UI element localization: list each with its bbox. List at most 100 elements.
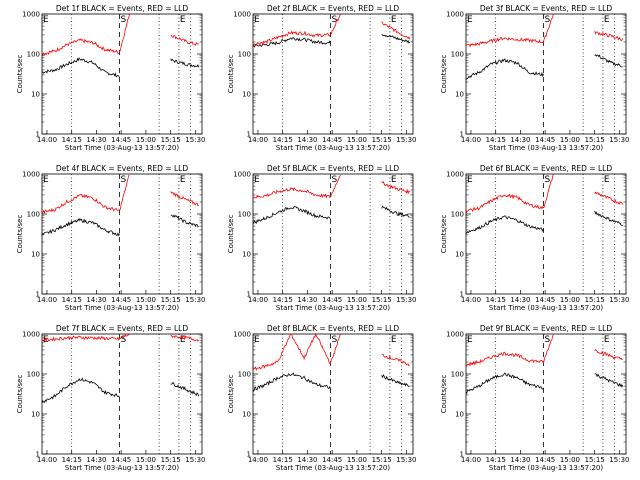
y-tick-label: 10: [31, 411, 40, 419]
y-tick-label: 1000: [22, 331, 40, 339]
x-tick-label: 15:30: [396, 136, 416, 144]
axis-frame: [41, 13, 203, 135]
series-lld-line: [252, 175, 411, 199]
marker-label-e: E: [604, 175, 610, 185]
x-tick-label: 14:30: [86, 296, 106, 304]
y-tick-label: 10: [31, 91, 40, 99]
x-tick-label: 14:45: [322, 456, 342, 464]
x-tick-label: 14:30: [297, 456, 317, 464]
series-events-line: [252, 34, 410, 48]
x-tick-label: 14:45: [535, 456, 555, 464]
x-axis-label: Start Time (03-Aug-13 13:57:20): [65, 464, 179, 472]
x-tick-label: 15:00: [136, 296, 156, 304]
x-tick-label: 14:30: [86, 456, 106, 464]
marker-label-e: E: [254, 15, 260, 25]
y-tick-label: 1000: [446, 331, 464, 339]
panel-title: Det 2f BLACK = Events, RED = LLD: [267, 4, 400, 13]
x-tick-label: 14:15: [273, 296, 293, 304]
y-axis-label: Counts/sec: [440, 215, 448, 254]
y-tick-label: 1: [460, 131, 464, 139]
y-tick-label: 1: [247, 291, 251, 299]
series-lld-line: [41, 14, 199, 56]
marker-label-e: E: [180, 175, 186, 185]
marker-label-s: S: [332, 335, 338, 345]
panel-title: Det 4f BLACK = Events, RED = LLD: [56, 164, 189, 173]
x-tick-label: 15:15: [585, 136, 605, 144]
marker-label-e: E: [43, 175, 49, 185]
x-axis-label: Start Time (03-Aug-13 13:57:20): [489, 304, 603, 312]
marker-label-s: S: [332, 175, 338, 185]
x-tick-label: 14:00: [461, 456, 481, 464]
marker-label-e: E: [254, 175, 260, 185]
y-axis-label: Counts/sec: [227, 55, 235, 94]
panel-det-6: Det 6f BLACK = Events, RED = LLD 1 10 100 10…: [440, 164, 629, 312]
x-tick-label: 15:30: [396, 456, 416, 464]
y-tick-label: 1: [36, 131, 40, 139]
marker-label-s: S: [121, 335, 127, 345]
y-tick-label: 10: [455, 411, 464, 419]
marker-label-e: E: [180, 15, 186, 25]
x-tick-label: 14:45: [111, 296, 131, 304]
y-tick-label: 1: [247, 131, 251, 139]
x-tick-label: 15:00: [347, 136, 367, 144]
axis-frame: [465, 13, 627, 135]
x-axis-label: Start Time (03-Aug-13 13:57:20): [489, 464, 603, 472]
x-tick-label: 15:30: [396, 296, 416, 304]
marker-label-s: S: [121, 15, 127, 25]
y-axis-label: Counts/sec: [227, 215, 235, 254]
x-tick-label: 14:45: [535, 296, 555, 304]
series-events-line: [465, 210, 623, 234]
y-tick-label: 100: [27, 371, 40, 379]
x-tick-label: 14:15: [62, 296, 82, 304]
y-tick-label: 100: [451, 371, 464, 379]
series-events-line: [252, 205, 410, 225]
panel-det-1: Det 1f BLACK = Events, RED = LLD 1 10 100 10…: [16, 4, 205, 152]
panel-det-9: Det 9f BLACK = Events, RED = LLD 1 10 100 10…: [440, 324, 629, 472]
axis-frame: [465, 173, 627, 295]
series-events-line: [465, 372, 624, 394]
x-tick-label: 15:15: [372, 456, 392, 464]
x-axis-label: Start Time (03-Aug-13 13:57:20): [276, 304, 390, 312]
y-tick-label: 10: [242, 411, 251, 419]
y-tick-label: 1000: [233, 171, 251, 179]
x-tick-label: 14:30: [297, 296, 317, 304]
panel-title: Det 1f BLACK = Events, RED = LLD: [56, 4, 189, 13]
x-tick-label: 15:00: [136, 136, 156, 144]
series-lld-line: [41, 333, 200, 343]
y-axis-label: Counts/sec: [440, 375, 448, 414]
x-tick-label: 15:00: [560, 136, 580, 144]
x-axis-label: Start Time (03-Aug-13 13:57:20): [65, 304, 179, 312]
x-axis-label: Start Time (03-Aug-13 13:57:20): [276, 144, 390, 152]
x-tick-label: 14:45: [111, 136, 131, 144]
series-lld-line: [465, 13, 624, 48]
series-events-line: [41, 214, 199, 237]
x-tick-label: 14:15: [486, 136, 506, 144]
x-tick-label: 14:15: [486, 296, 506, 304]
x-tick-label: 14:00: [461, 296, 481, 304]
x-tick-label: 14:30: [297, 136, 317, 144]
y-tick-label: 10: [455, 251, 464, 259]
y-tick-label: 1000: [446, 11, 464, 19]
y-tick-label: 1: [460, 291, 464, 299]
marker-label-e: E: [467, 335, 473, 345]
marker-label-e: E: [254, 335, 260, 345]
y-tick-label: 10: [31, 251, 40, 259]
x-tick-label: 15:30: [185, 296, 205, 304]
x-tick-label: 14:45: [535, 136, 555, 144]
x-tick-label: 15:30: [185, 136, 205, 144]
y-tick-label: 100: [27, 51, 40, 59]
y-tick-label: 1000: [233, 11, 251, 19]
x-tick-label: 15:15: [372, 296, 392, 304]
y-tick-label: 100: [238, 371, 251, 379]
panel-det-2: Det 2f BLACK = Events, RED = LLD 1 10 100 10…: [227, 4, 416, 152]
marker-label-e: E: [391, 175, 397, 185]
x-tick-label: 15:00: [560, 296, 580, 304]
x-tick-label: 15:30: [185, 456, 205, 464]
x-tick-label: 14:00: [37, 296, 57, 304]
marker-label-s: S: [545, 335, 551, 345]
series-events-line: [41, 377, 200, 404]
x-tick-label: 15:30: [609, 456, 629, 464]
y-tick-label: 100: [27, 211, 40, 219]
x-tick-label: 14:45: [111, 456, 131, 464]
